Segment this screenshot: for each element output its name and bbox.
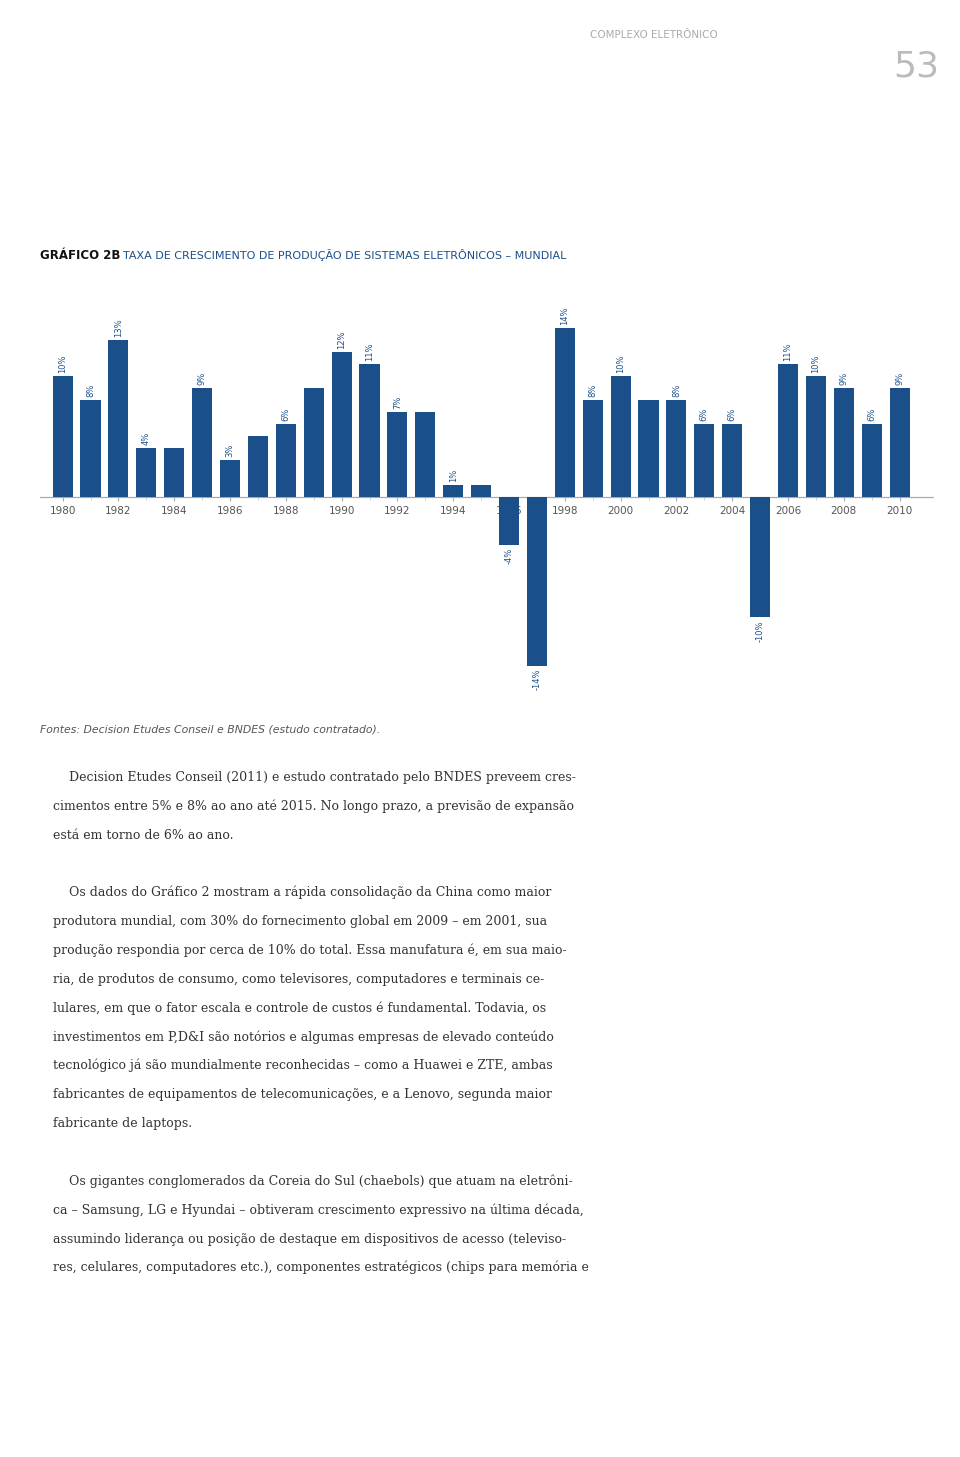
Bar [805, 376, 826, 497]
Bar [359, 364, 379, 497]
Text: produção respondia por cerca de 10% do total. Essa manufatura é, em sua maio-: produção respondia por cerca de 10% do t… [53, 944, 566, 957]
Text: 9%: 9% [198, 372, 206, 385]
Text: 8%: 8% [588, 383, 597, 398]
Bar [81, 401, 101, 497]
Text: 6%: 6% [281, 408, 290, 421]
Text: 11%: 11% [365, 342, 374, 361]
Bar [471, 485, 492, 497]
Bar [53, 376, 73, 497]
Text: -14%: -14% [533, 669, 541, 691]
Text: 9%: 9% [895, 372, 904, 385]
Text: ria, de produtos de consumo, como televisores, computadores e terminais ce-: ria, de produtos de consumo, como televi… [53, 973, 544, 986]
Text: 10%: 10% [811, 354, 821, 373]
Text: tecnológico já são mundialmente reconhecidas – como a Huawei e ZTE, ambas: tecnológico já são mundialmente reconhec… [53, 1059, 552, 1072]
Text: 11%: 11% [783, 342, 793, 361]
Text: COMPLEXO ELETRÔNICO: COMPLEXO ELETRÔNICO [590, 31, 718, 39]
Bar [416, 412, 436, 497]
Text: 7%: 7% [393, 396, 402, 409]
Text: TAXA DE CRESCIMENTO DE PRODUÇÃO DE SISTEMAS ELETRÔNICOS – MUNDIAL: TAXA DE CRESCIMENTO DE PRODUÇÃO DE SISTE… [123, 249, 566, 261]
Text: 1%: 1% [448, 468, 458, 481]
Text: 4%: 4% [142, 433, 151, 446]
Bar [862, 424, 882, 497]
Bar [666, 401, 686, 497]
Text: 8%: 8% [86, 383, 95, 398]
Bar [276, 424, 296, 497]
Text: cimentos entre 5% e 8% ao ano até 2015. No longo prazo, a previsão de expansão: cimentos entre 5% e 8% ao ano até 2015. … [53, 800, 574, 813]
Bar [499, 497, 519, 545]
Text: investimentos em P,D&I são notórios e algumas empresas de elevado conteúdo: investimentos em P,D&I são notórios e al… [53, 1030, 554, 1043]
Text: Fontes: Decision Etudes Conseil e BNDES (estudo contratado).: Fontes: Decision Etudes Conseil e BNDES … [40, 726, 380, 734]
Bar [444, 485, 464, 497]
Bar [108, 339, 129, 497]
Bar [611, 376, 631, 497]
Bar [638, 401, 659, 497]
Bar [192, 388, 212, 497]
Bar [136, 449, 156, 497]
Text: Decision Etudes Conseil (2011) e estudo contratado pelo BNDES preveem cres-: Decision Etudes Conseil (2011) e estudo … [53, 771, 576, 784]
Text: 14%: 14% [561, 306, 569, 325]
Text: Os dados do Gráfico 2 mostram a rápida consolidação da China como maior: Os dados do Gráfico 2 mostram a rápida c… [53, 886, 551, 899]
Bar [555, 328, 575, 497]
Bar [248, 436, 268, 497]
Text: 10%: 10% [616, 354, 625, 373]
Text: fabricante de laptops.: fabricante de laptops. [53, 1118, 192, 1131]
Text: Os gigantes conglomerados da Coreia do Sul (chaebols) que atuam na eletrôni-: Os gigantes conglomerados da Coreia do S… [53, 1174, 572, 1187]
Text: res, celulares, computadores etc.), componentes estratégicos (chips para memória: res, celulares, computadores etc.), comp… [53, 1260, 588, 1275]
Text: -10%: -10% [756, 621, 764, 643]
Text: ca – Samsung, LG e Hyundai – obtiveram crescimento expressivo na última década,: ca – Samsung, LG e Hyundai – obtiveram c… [53, 1203, 584, 1217]
Bar [583, 401, 603, 497]
Text: 10%: 10% [59, 354, 67, 373]
Text: GRÁFICO 2B: GRÁFICO 2B [40, 249, 121, 262]
Bar [890, 388, 910, 497]
Bar [303, 388, 324, 497]
Bar [722, 424, 742, 497]
Bar [778, 364, 798, 497]
Text: 6%: 6% [700, 408, 708, 421]
Text: 8%: 8% [672, 383, 681, 398]
Text: 6%: 6% [867, 408, 876, 421]
Text: 12%: 12% [337, 331, 347, 348]
Text: lulares, em que o fator escala e controle de custos é fundamental. Todavia, os: lulares, em que o fator escala e control… [53, 1001, 546, 1014]
Bar [834, 388, 853, 497]
Text: 9%: 9% [839, 372, 849, 385]
Bar [750, 497, 770, 618]
Bar [331, 351, 351, 497]
Text: está em torno de 6% ao ano.: está em torno de 6% ao ano. [53, 829, 233, 842]
Text: -4%: -4% [505, 548, 514, 564]
Bar [164, 449, 184, 497]
Text: produtora mundial, com 30% do fornecimento global em 2009 – em 2001, sua: produtora mundial, com 30% do fornecimen… [53, 915, 547, 928]
Text: 6%: 6% [728, 408, 736, 421]
Bar [220, 460, 240, 497]
Text: assumindo liderança ou posição de destaque em dispositivos de acesso (televiso-: assumindo liderança ou posição de destaq… [53, 1233, 566, 1246]
Text: 3%: 3% [226, 444, 234, 457]
Bar [527, 497, 547, 666]
Bar [388, 412, 407, 497]
Text: 13%: 13% [114, 318, 123, 337]
Text: 53: 53 [893, 50, 939, 83]
Bar [694, 424, 714, 497]
Text: fabricantes de equipamentos de telecomunicações, e a Lenovo, segunda maior: fabricantes de equipamentos de telecomun… [53, 1088, 552, 1101]
